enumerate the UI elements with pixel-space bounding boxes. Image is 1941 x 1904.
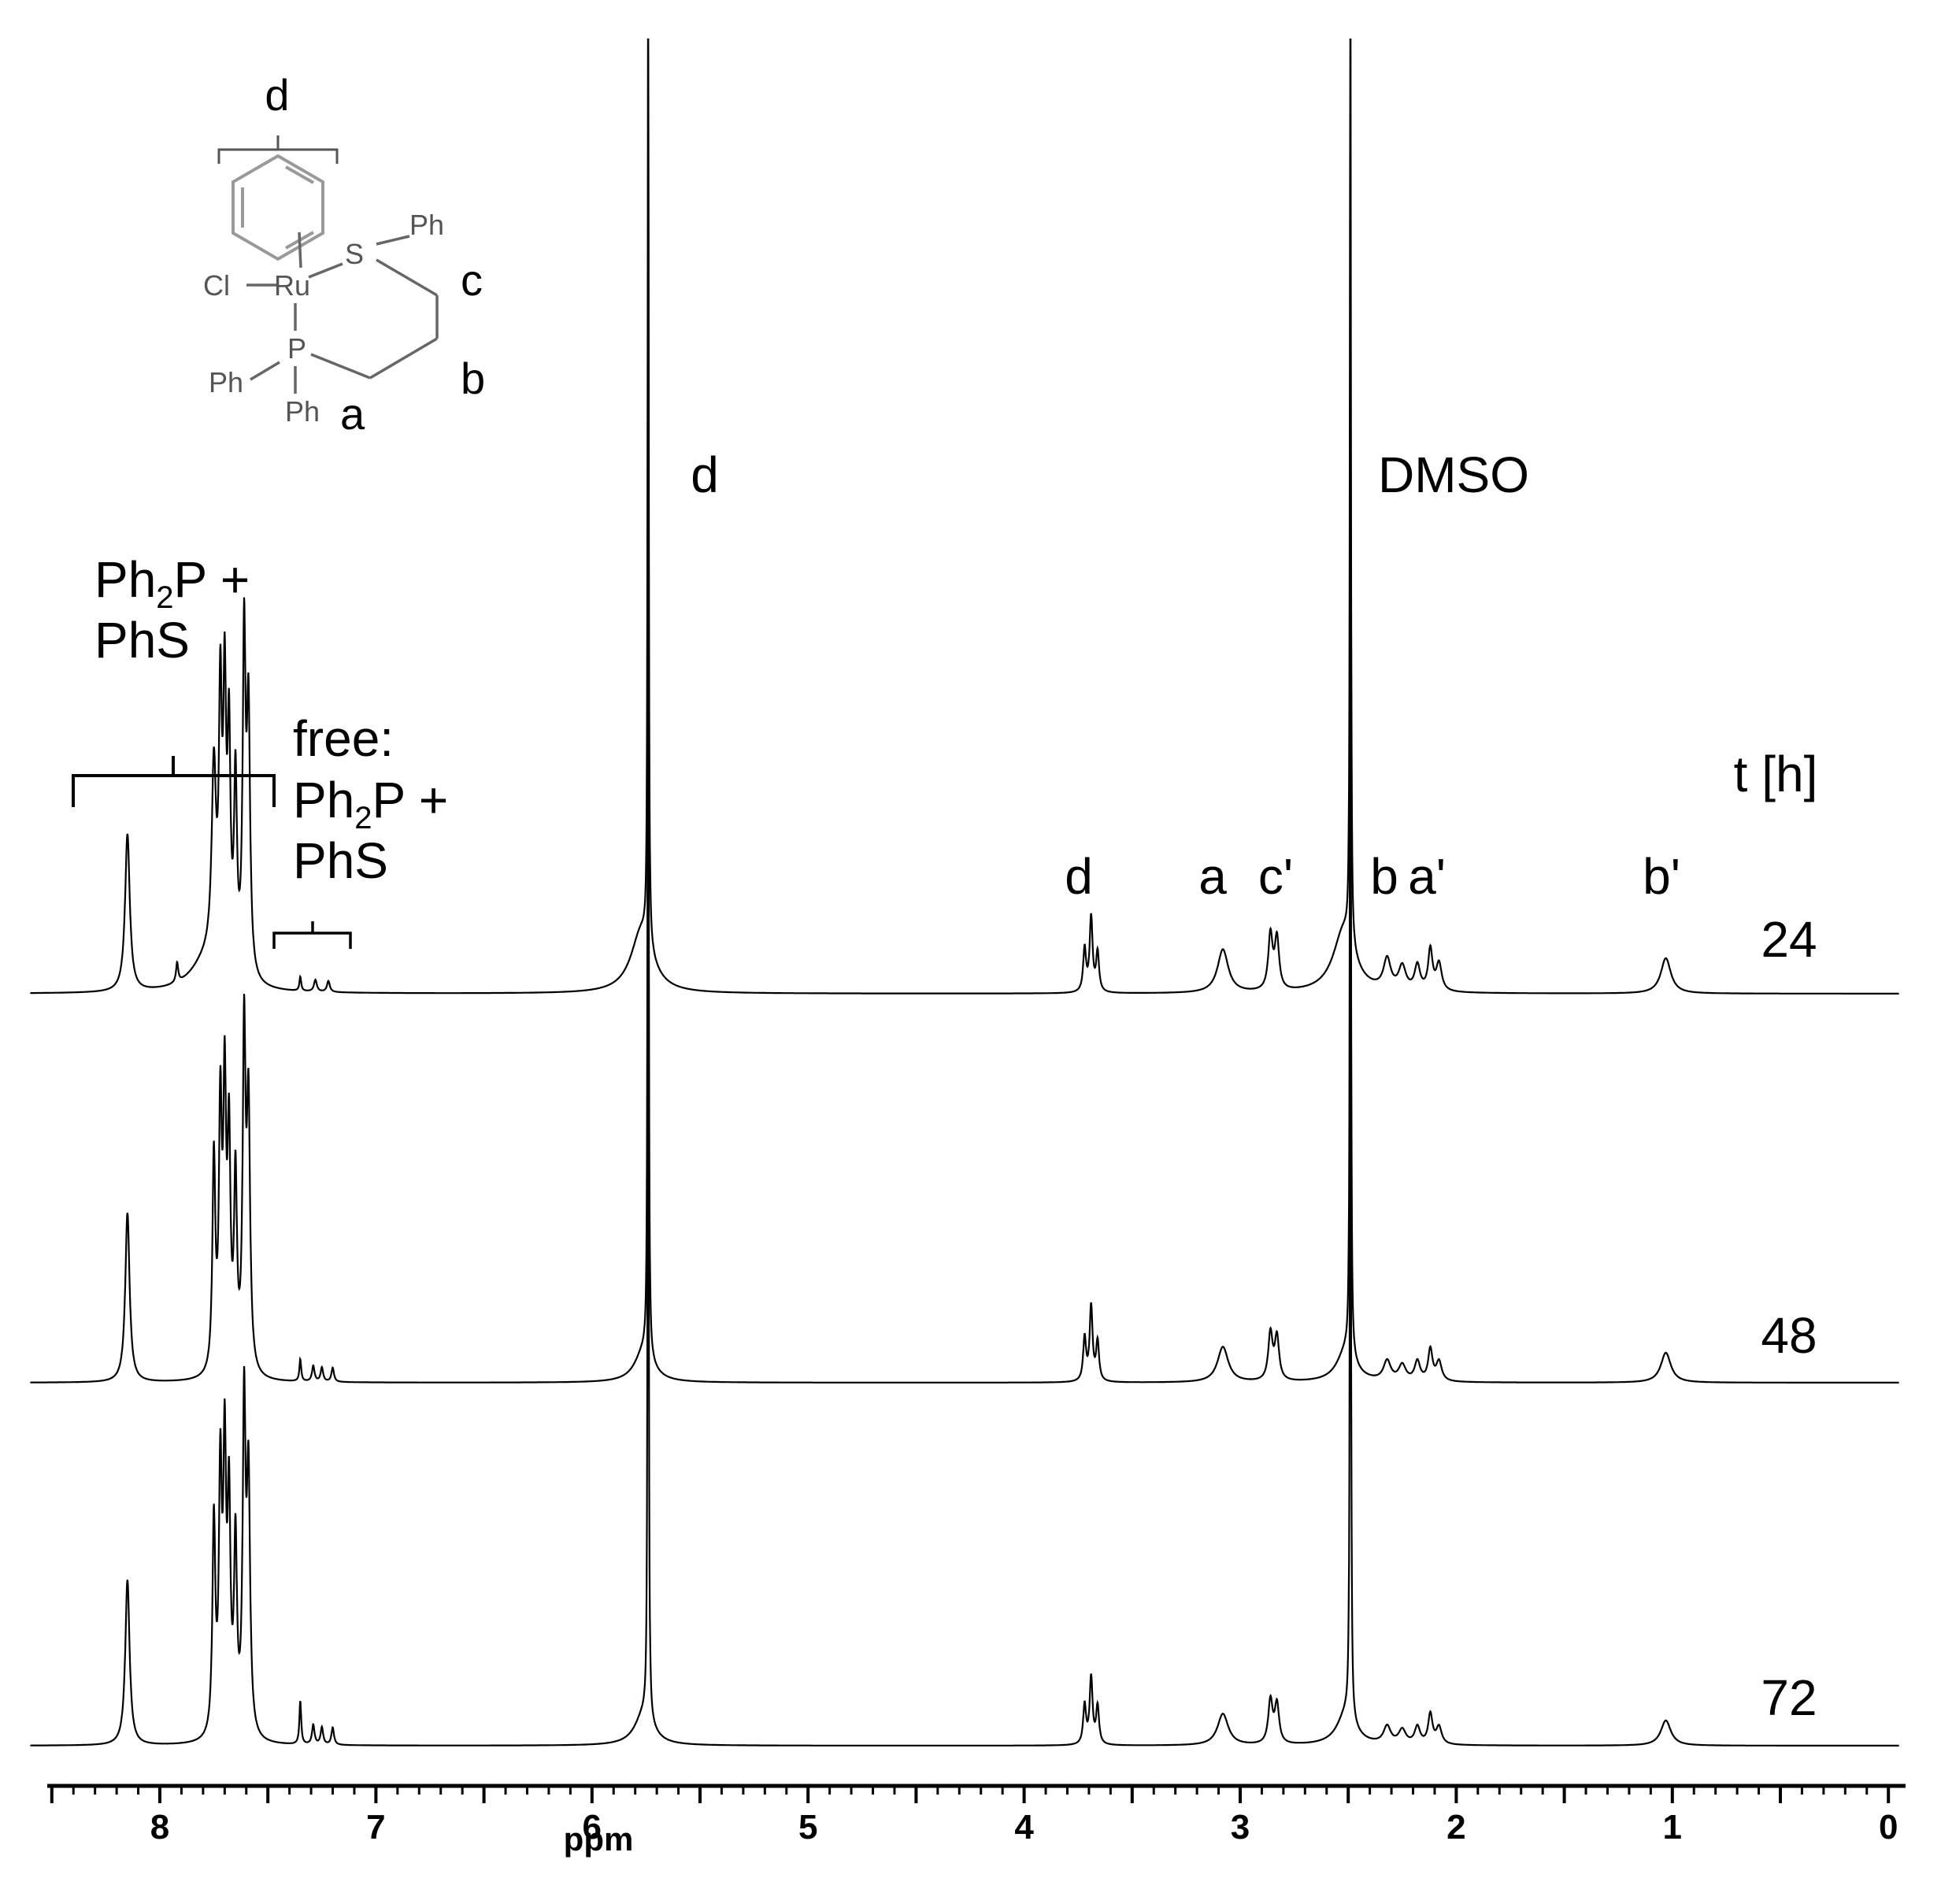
mol-atom-cl: Cl	[203, 269, 230, 302]
mol-ph-s: Ph	[409, 209, 444, 241]
annotation-arom-line2: PhS	[94, 612, 190, 669]
series-label-48: 48	[1761, 1307, 1817, 1364]
annotation-c-prime: c'	[1258, 848, 1293, 905]
x-tick-label: 8	[150, 1808, 169, 1847]
annotation-b-prime: b'	[1643, 848, 1680, 905]
x-tick-label: 0	[1879, 1808, 1898, 1847]
spectra-group	[30, 38, 1899, 1747]
mol-bonds	[246, 232, 439, 394]
mol-label-c: c	[461, 255, 483, 305]
series-header: t [h]	[1734, 746, 1818, 802]
x-axis-label: ppm	[564, 1821, 634, 1858]
x-tick-label: 3	[1231, 1808, 1250, 1847]
annotation-d-small: d	[1065, 848, 1093, 905]
mol-label-d: d	[265, 70, 289, 120]
molecule-structure: d Cl Ru S P Ph Ph Ph c b a	[203, 70, 485, 439]
mol-atom-ru: Ru	[274, 269, 310, 302]
arom-bracket	[72, 756, 276, 807]
mol-ph-p-bottom: Ph	[285, 395, 320, 428]
x-axis-ticks: 8 7 6 5 4 3 2 1 0	[50, 1786, 1898, 1847]
spectrum-trace-48h	[30, 219, 1899, 1384]
annotation-d-main: d	[691, 446, 719, 503]
x-tick-label: 5	[798, 1808, 817, 1847]
spectrum-trace-24h	[30, 38, 1899, 995]
annotation-b: b	[1370, 848, 1398, 905]
mol-label-a: a	[340, 389, 365, 439]
annotation-free-line2: Ph2P +	[293, 772, 448, 835]
annotation-a: a	[1198, 848, 1227, 905]
benzene-ring-icon	[232, 154, 324, 261]
x-tick-label: 7	[366, 1808, 385, 1847]
annotation-arom-line1: Ph2P +	[94, 551, 250, 615]
x-tick-label: 4	[1014, 1808, 1034, 1847]
x-tick-label: 1	[1663, 1808, 1682, 1847]
annotation-free-line3: PhS	[293, 832, 388, 889]
mol-label-b: b	[461, 354, 485, 403]
free-bracket	[272, 921, 352, 949]
series-label-72: 72	[1761, 1669, 1817, 1726]
x-tick-label: 2	[1446, 1808, 1465, 1847]
annotation-a-prime: a'	[1408, 848, 1446, 905]
mol-bracket-d	[217, 135, 339, 164]
mol-atom-s: S	[345, 238, 364, 270]
x-tick-label: 6	[583, 1808, 602, 1847]
mol-ph-p-left: Ph	[209, 366, 243, 398]
spectrum-trace-72h	[30, 582, 1899, 1747]
annotation-dmso: DMSO	[1378, 446, 1529, 503]
series-label-24: 24	[1761, 911, 1817, 968]
annotation-free-line1: free:	[293, 710, 394, 767]
mol-atom-p: P	[287, 332, 306, 365]
